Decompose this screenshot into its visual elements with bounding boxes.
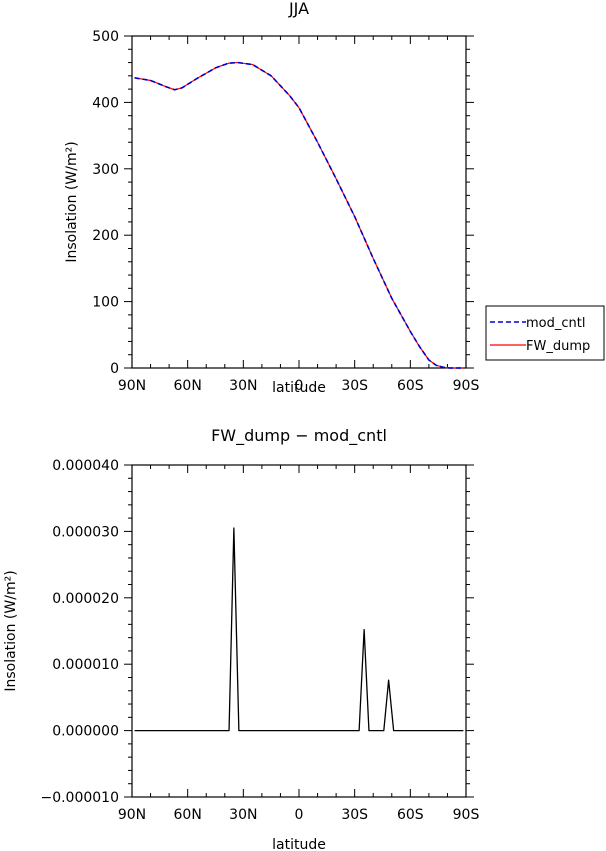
- y-tick-label: 300: [92, 162, 119, 178]
- y-tick-label: 500: [92, 29, 119, 45]
- y-tick-label: 100: [92, 295, 119, 311]
- series-line-FW_dump: [134, 61, 464, 369]
- y-tick-label: 0.000040: [52, 458, 119, 474]
- x-tick-label: 90N: [118, 807, 146, 823]
- x-axis-label: latitude: [272, 380, 326, 396]
- chart-title: FW_dump − mod_cntl: [211, 426, 387, 446]
- x-tick-label: 60N: [174, 378, 202, 394]
- y-tick-label: 0.000020: [52, 591, 119, 607]
- plot-frame: [131, 35, 467, 369]
- x-tick-label: 60S: [397, 378, 424, 394]
- x-tick-label: 60S: [397, 807, 424, 823]
- x-tick-label: 30S: [341, 807, 368, 823]
- y-tick-label: 400: [92, 95, 119, 111]
- y-tick-label: 200: [92, 228, 119, 244]
- series-line-difference: [134, 527, 464, 732]
- x-axis-label: latitude: [272, 837, 326, 851]
- series-line-mod_cntl: [134, 61, 464, 369]
- legend: mod_cntl FW_dump: [485, 305, 605, 361]
- y-tick-label: 0.000030: [52, 524, 119, 540]
- x-tick-label: 30S: [341, 378, 368, 394]
- y-tick-label: 0.000010: [52, 657, 119, 673]
- y-axis-label: Insolation (W/m²): [64, 141, 80, 262]
- legend-box: [485, 305, 605, 361]
- x-tick-label: 60N: [174, 807, 202, 823]
- x-tick-label: 90S: [453, 807, 480, 823]
- chart-title: JJA: [288, 0, 309, 18]
- legend-label-FW_dump: FW_dump: [526, 339, 590, 354]
- x-tick-label: 90N: [118, 378, 146, 394]
- chart-panel-2: 90N 60N 30N 0 30S 60S 90S −0.000010 0.000000 0.00…: [3, 426, 479, 851]
- y-tick-label: −0.000010: [40, 790, 119, 806]
- x-tick-label: 0: [295, 807, 304, 823]
- x-tick-label: 30N: [229, 807, 257, 823]
- x-tick-label: 90S: [453, 378, 480, 394]
- y-tick-label: 0.000000: [52, 724, 119, 740]
- x-tick-label: 0: [295, 378, 304, 394]
- legend-label-mod_cntl: mod_cntl: [526, 316, 585, 331]
- plot-frame: [131, 464, 467, 798]
- y-axis-label: Insolation (W/m²): [3, 570, 19, 691]
- y-tick-label: 0: [110, 361, 119, 377]
- chart-panel-1: 90N 60N 30N 0 30S 60S 90S 0 100 200 300 400 500 JJA la…: [64, 0, 605, 396]
- x-tick-label: 30N: [229, 378, 257, 394]
